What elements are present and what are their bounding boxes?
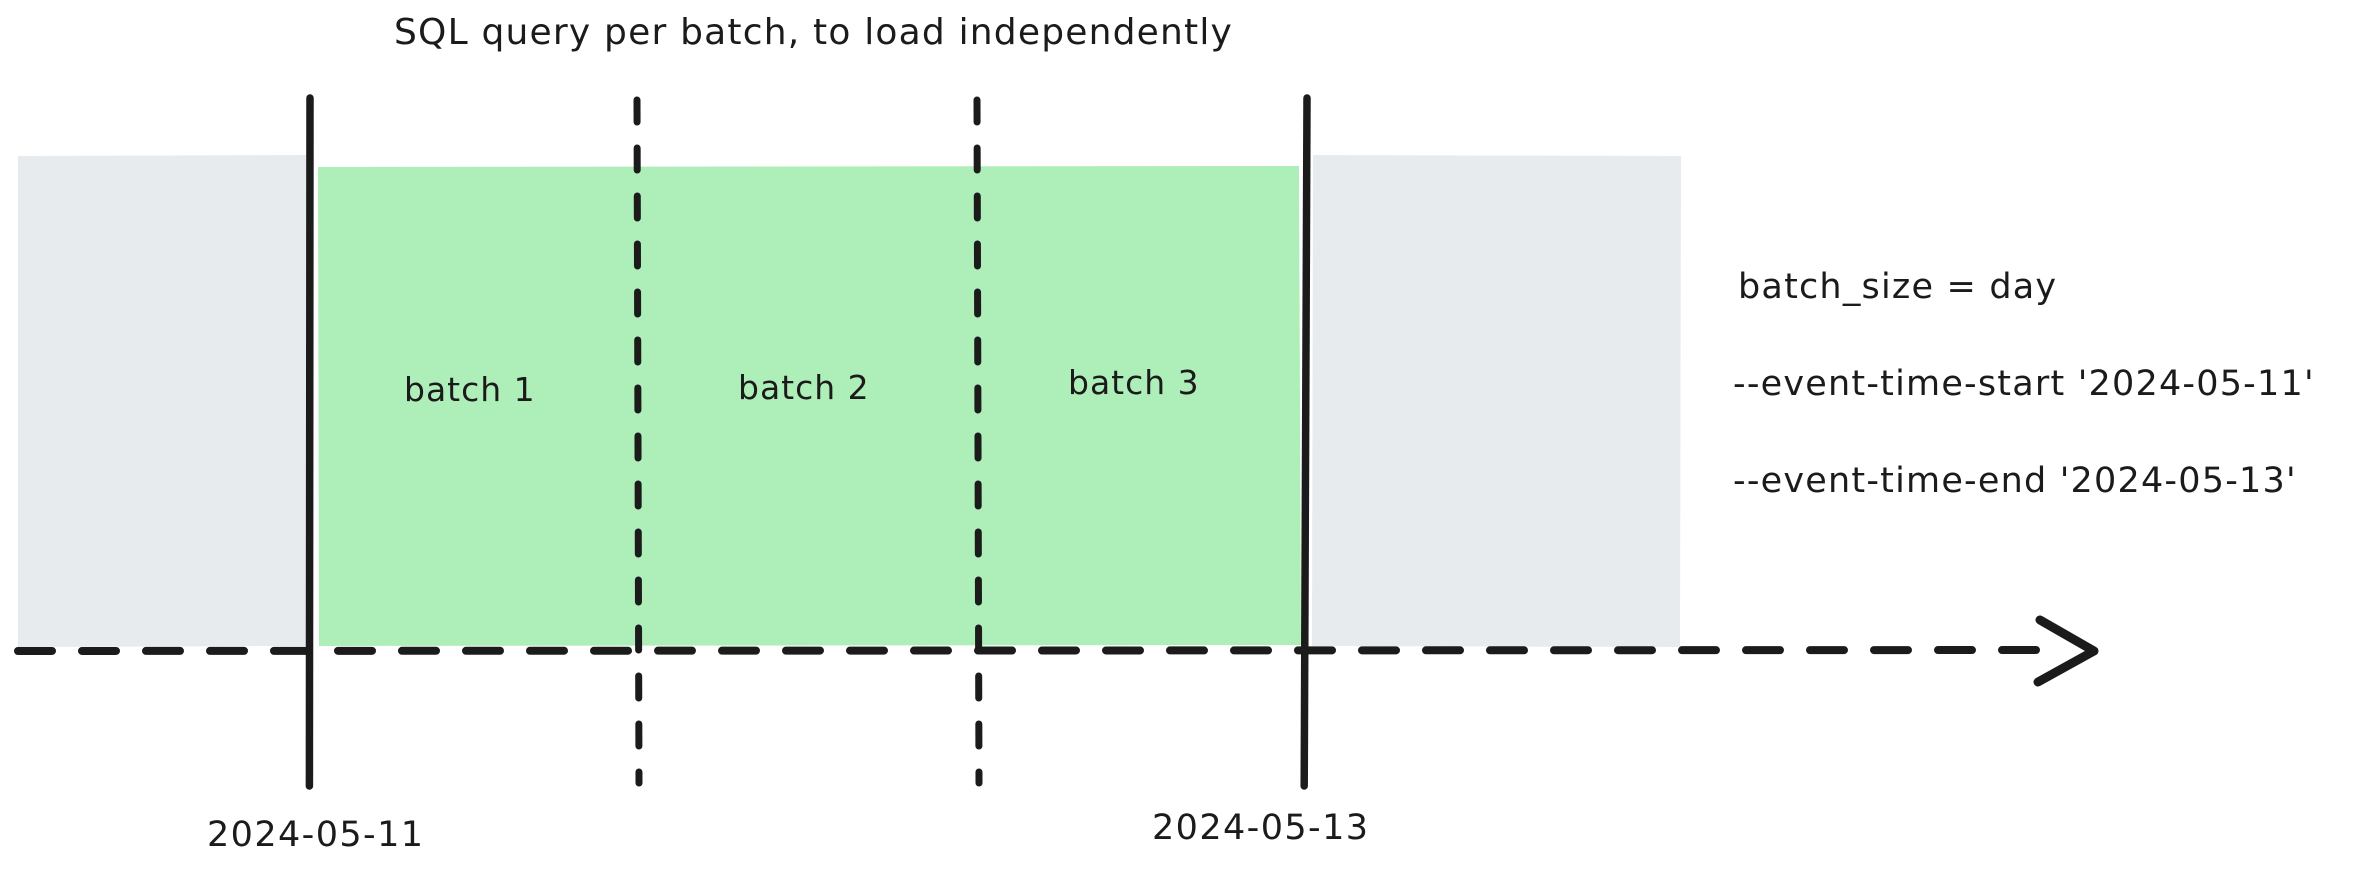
note-batch-size: batch_size = day	[1738, 267, 2058, 307]
boundary-line-start	[305, 94, 314, 790]
boundary-line-end	[1300, 94, 1311, 790]
diagram-title: SQL query per batch, to load independent…	[394, 12, 1234, 53]
batch-label-3: batch 3	[1068, 363, 1200, 402]
batch-label-1: batch 1	[404, 370, 536, 409]
note-event-time-start: --event-time-start '2024-05-11'	[1733, 364, 2315, 404]
divider-batch2-batch3	[973, 96, 983, 787]
region-after-range	[1312, 155, 1681, 647]
region-batch-window	[318, 166, 1301, 646]
region-before-range	[18, 155, 308, 647]
axis-label-end-date: 2024-05-13	[1152, 808, 1370, 848]
divider-batch1-batch2	[633, 96, 643, 787]
time-axis-arrow-icon	[2033, 615, 2099, 687]
time-axis-line	[14, 646, 2052, 655]
axis-label-start-date: 2024-05-11	[207, 815, 425, 855]
batch-label-2: batch 2	[738, 368, 870, 407]
note-event-time-end: --event-time-end '2024-05-13'	[1733, 461, 2297, 501]
